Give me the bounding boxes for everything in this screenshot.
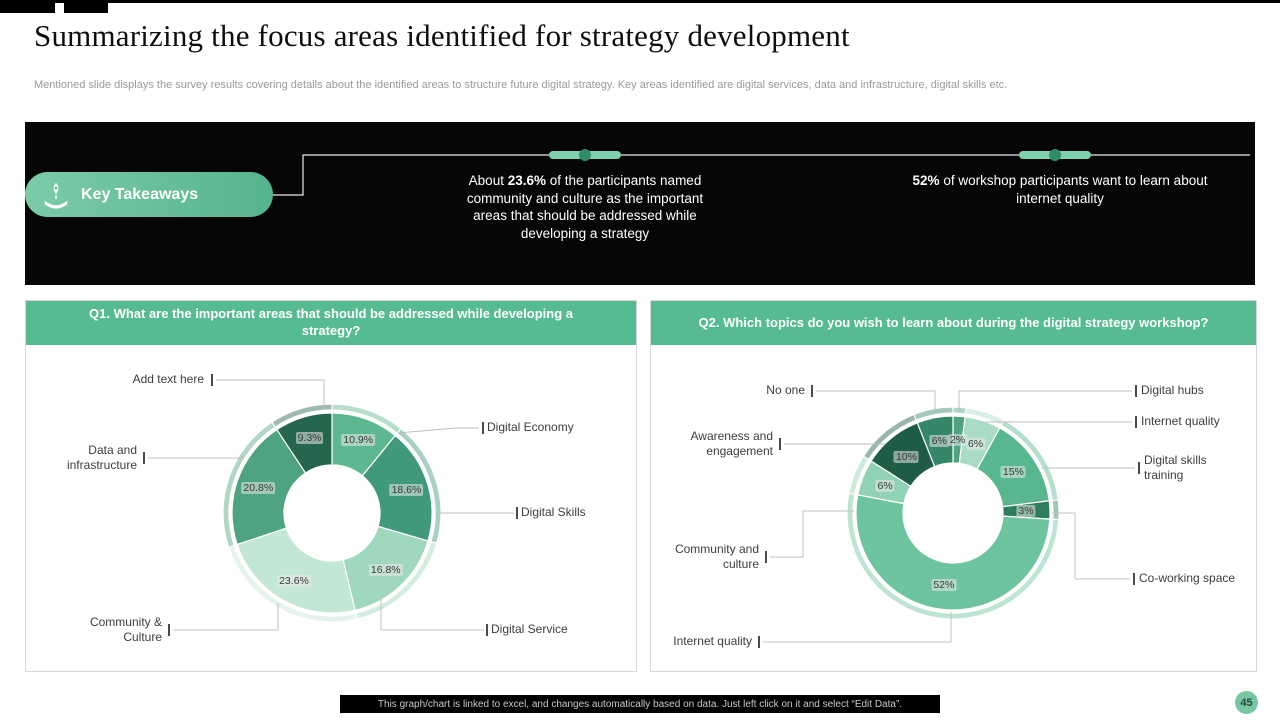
- takeaway-text: of workshop participants want to learn a…: [939, 173, 1208, 206]
- takeaway-item-1: About 23.6% of the participants named co…: [450, 172, 720, 242]
- takeaway-text: of the participants named community and …: [466, 173, 704, 241]
- donut-segment: [236, 527, 356, 614]
- chart-area-q2: No one Awareness and engagement Communit…: [651, 345, 1256, 671]
- takeaway-item-2: 52% of workshop participants want to lea…: [910, 172, 1210, 207]
- donut-segment: [913, 406, 954, 421]
- data-label: 10.9%: [341, 433, 376, 446]
- data-label: 6%: [929, 435, 949, 448]
- data-label: 2%: [947, 434, 968, 447]
- data-label: 23.6%: [277, 575, 311, 588]
- chart-label: Co-working space: [1139, 571, 1236, 585]
- page-number-badge: 45: [1235, 691, 1258, 714]
- timeline-dot: [1049, 149, 1061, 161]
- takeaway-text: About: [468, 173, 508, 188]
- key-takeaways-banner: Key Takeaways About 23.6% of the partici…: [25, 122, 1255, 285]
- chart-label: Digital Service: [491, 622, 568, 636]
- donut-segment: [271, 403, 333, 428]
- chart-label: Digital skills training: [1144, 453, 1207, 482]
- chart-title-q1: Q1. What are the important areas that sh…: [26, 301, 636, 345]
- data-label: 18.6%: [389, 483, 424, 496]
- chart-panel-q1: Q1. What are the important areas that sh…: [25, 300, 637, 672]
- chart-label: Digital hubs: [1141, 383, 1204, 397]
- data-label: 9.3%: [295, 432, 324, 445]
- takeaway-highlight: 52%: [912, 173, 940, 188]
- data-label: 6%: [875, 480, 895, 493]
- timeline-graphic: [273, 149, 1250, 196]
- data-label: 16.8%: [368, 563, 403, 576]
- chart-label: Data and infrastructure: [66, 443, 137, 472]
- data-label: 15%: [1000, 465, 1026, 478]
- hand-rocket-icon: [44, 182, 68, 209]
- chart-label: No one: [766, 383, 805, 397]
- chart-label: Digital Economy: [487, 420, 574, 434]
- footer-note: This graph/chart is linked to excel, and…: [340, 695, 940, 713]
- callout-lines-q1: [143, 374, 518, 636]
- callout-lines-q2: [758, 385, 1140, 648]
- chart-title-q2: Q2. Which topics do you wish to learn ab…: [651, 301, 1256, 345]
- top-accent-block: [64, 0, 108, 13]
- data-label: 3%: [1016, 504, 1036, 517]
- chart-label: Add text here: [132, 372, 204, 386]
- chart-label: Community & Culture: [89, 615, 162, 644]
- timeline-dot: [579, 149, 591, 161]
- takeaway-highlight: 23.6%: [507, 173, 546, 188]
- page-subtitle: Mentioned slide displays the survey resu…: [34, 79, 1008, 91]
- top-accent-block: [0, 0, 55, 13]
- data-label: 20.8%: [241, 481, 276, 494]
- key-takeaways-label: Key Takeaways: [81, 185, 199, 203]
- chart-label: Internet quality: [673, 634, 752, 648]
- data-label: 10%: [893, 450, 919, 463]
- donut-segment: [855, 494, 1051, 611]
- chart-label: Digital Skills: [521, 505, 586, 519]
- data-label: 6%: [965, 437, 986, 450]
- chart-label: Awareness and engagement: [690, 429, 774, 458]
- chart-area-q1: Add text here Digital Economy Digital Sk…: [26, 345, 636, 671]
- chart-label: Community and culture: [674, 542, 759, 571]
- chart-label: Internet quality: [1141, 414, 1220, 428]
- chart-panel-q2: Q2. Which topics do you wish to learn ab…: [650, 300, 1257, 672]
- page-title: Summarizing the focus areas identified f…: [34, 18, 850, 53]
- key-takeaways-pill: Key Takeaways: [25, 172, 273, 217]
- top-accent-line: [0, 0, 1280, 3]
- data-label: 52%: [931, 579, 957, 592]
